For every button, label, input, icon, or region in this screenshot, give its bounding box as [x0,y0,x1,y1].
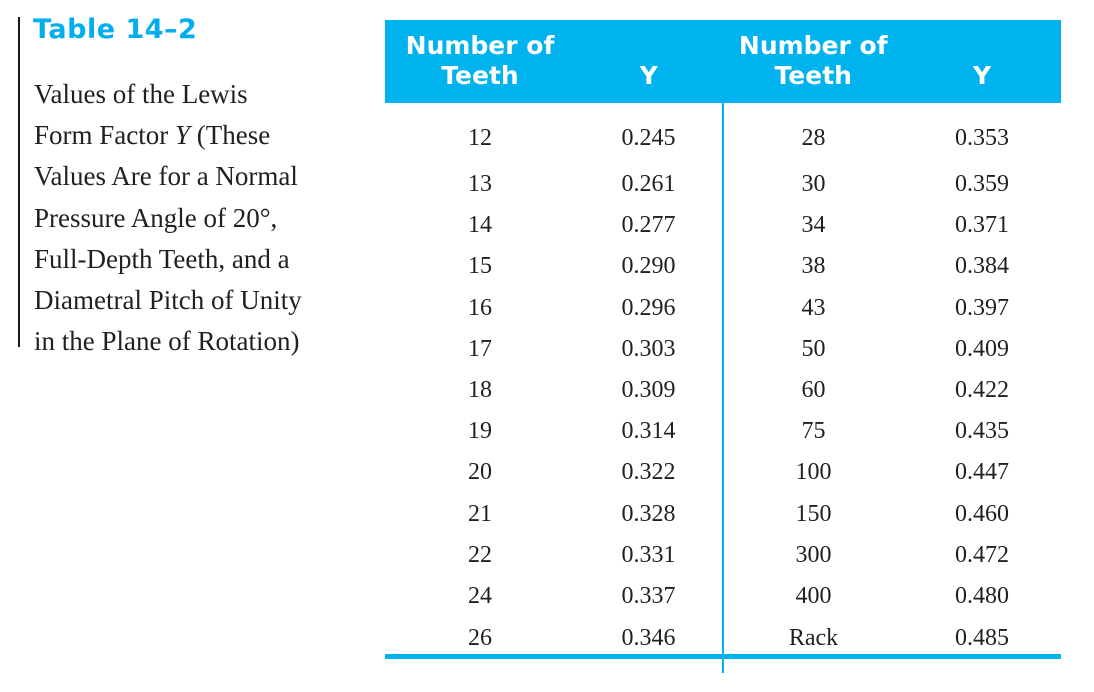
y-right-cell: 0.409 [955,335,1009,362]
y-left-cell: 0.314 [575,411,724,453]
header-teeth-left-line1: Number of [405,31,555,60]
table-row: 22 0.331 300 0.472 [385,534,1061,576]
y-left-cell: 0.303 [575,328,724,370]
teeth-left-cell: 21 [468,500,492,527]
y-left-cell: 0.290 [575,246,724,288]
teeth-left-cell: 15 [468,253,492,280]
table-caption: Values of the Lewis Form Factor Y (These… [34,74,354,362]
caption-line-1: Values of the Lewis [34,79,248,109]
y-left-cell: 0.296 [575,287,724,329]
header-teeth-right-line2: Teeth [774,61,852,90]
caption-line-5: Full-Depth Teeth, and a [34,243,290,274]
y-right-cell: 0.485 [955,625,1009,652]
caption-form-factor-text: Form Factor [34,120,169,151]
table-row: 18 0.309 60 0.422 [385,369,1061,412]
teeth-left-cell: 19 [468,418,492,445]
table-bottom-rule [385,654,1061,659]
teeth-left-cell: 14 [468,212,492,239]
teeth-left-cell: 16 [468,294,492,321]
header-y-left: Y [575,20,724,103]
header-number-of-teeth-left: Number of Teeth [385,20,575,103]
table-row: 20 0.322 100 0.447 [385,452,1061,494]
table-row: 14 0.277 34 0.371 [385,205,1061,247]
teeth-right-cell: 150 [795,500,832,527]
header-teeth-left-line2: Teeth [441,61,519,90]
y-right-cell: 0.397 [955,294,1009,321]
caption-side-rule [18,17,20,347]
caption-y-symbol: Y [175,120,191,151]
teeth-right-cell: 28 [801,125,826,151]
caption-line-4: Pressure Angle of 20°, [34,202,278,233]
teeth-left-cell: 26 [468,625,492,652]
table-row: 16 0.296 43 0.397 [385,287,1061,329]
y-right-cell: 0.353 [955,125,1009,151]
teeth-right-cell: 75 [801,418,826,445]
y-right-cell: 0.447 [955,459,1009,486]
teeth-right-cell: 300 [795,541,832,568]
teeth-right-cell: 38 [801,253,826,280]
y-left-cell: 0.261 [575,164,724,206]
y-left-cell: 0.337 [575,575,724,618]
table-title: Table 14–2 [33,14,198,45]
teeth-right-cell: 60 [801,377,826,404]
y-right-cell: 0.371 [955,212,1009,239]
y-right-cell: 0.359 [955,171,1009,198]
teeth-right-cell: 30 [801,171,826,198]
header-teeth-right-line1: Number of [738,31,888,60]
teeth-right-cell: 100 [795,459,832,486]
header-number-of-teeth-right: Number of Teeth [723,20,903,103]
y-left-cell: 0.245 [575,103,724,164]
y-left-cell: 0.309 [575,369,724,412]
teeth-left-cell: 24 [468,582,492,609]
table-row: 19 0.314 75 0.435 [385,411,1061,453]
y-right-cell: 0.435 [955,418,1009,445]
y-left-cell: 0.331 [575,534,724,576]
teeth-left-cell: 13 [468,171,492,198]
teeth-left-cell: 20 [468,459,492,486]
table-row: 13 0.261 30 0.359 [385,164,1061,206]
lewis-form-factor-table: Number of Teeth Y Number of Teeth Y 12 0.… [385,20,1061,674]
teeth-right-cell: 34 [801,212,826,239]
y-left-cell: 0.346 [575,617,724,674]
teeth-left-cell: 22 [468,541,492,568]
table-header-row: Number of Teeth Y Number of Teeth Y [385,20,1061,103]
teeth-left-cell: 18 [468,377,492,404]
teeth-right-cell: 400 [795,582,832,609]
table-row: 24 0.337 400 0.480 [385,575,1061,618]
caption-line-2: Form Factor Y (These [34,115,354,156]
table-row: 15 0.290 38 0.384 [385,246,1061,288]
caption-line-3: Values Are for a Normal [34,161,298,192]
header-y-right: Y [903,20,1061,103]
y-right-cell: 0.422 [955,377,1009,404]
table-row: 12 0.245 28 0.353 [385,103,1061,164]
caption-these-text: (These [196,120,271,151]
teeth-right-cell: 50 [801,335,826,362]
table-row: 21 0.328 150 0.460 [385,493,1061,535]
y-right-cell: 0.472 [955,541,1009,568]
y-left-cell: 0.277 [575,205,724,247]
y-left-cell: 0.322 [575,452,724,494]
y-left-cell: 0.328 [575,493,724,535]
teeth-right-cell: Rack [788,625,839,652]
table-row: 26 0.346 Rack 0.485 [385,617,1061,674]
teeth-right-cell: 43 [801,294,826,321]
table-row: 17 0.303 50 0.409 [385,328,1061,370]
teeth-left-cell: 17 [468,335,492,362]
y-right-cell: 0.480 [955,582,1009,609]
table-body: 12 0.245 28 0.353 13 0.261 30 0.359 14 0.277 34 0… [385,103,1061,674]
caption-line-7: in the Plane of Rotation) [34,326,300,357]
teeth-left-cell: 12 [468,125,492,151]
y-right-cell: 0.384 [955,253,1009,280]
caption-line-6: Diametral Pitch of Unity [34,285,302,316]
y-right-cell: 0.460 [955,500,1009,527]
